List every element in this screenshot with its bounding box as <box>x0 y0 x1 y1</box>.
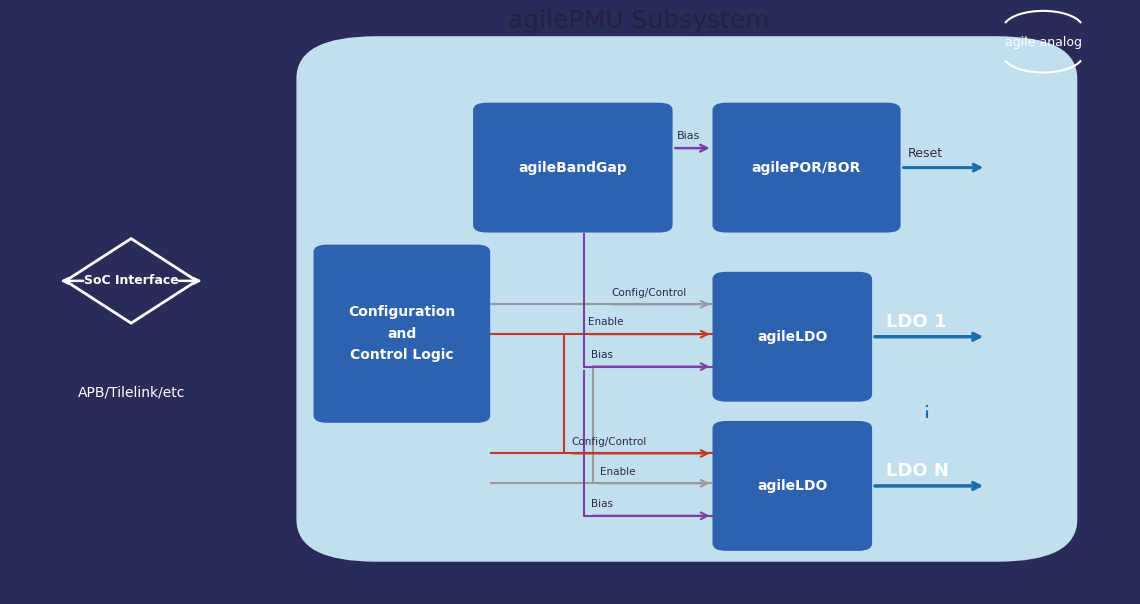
Text: Bias: Bias <box>677 131 701 141</box>
Text: agileLDO: agileLDO <box>757 479 828 493</box>
FancyBboxPatch shape <box>712 103 901 233</box>
FancyBboxPatch shape <box>314 245 490 423</box>
Text: Bias: Bias <box>591 499 613 509</box>
Text: Config/Control: Config/Control <box>611 288 686 298</box>
FancyBboxPatch shape <box>712 272 872 402</box>
Text: agilePMU Subsystem: agilePMU Subsystem <box>507 9 770 33</box>
FancyBboxPatch shape <box>296 36 1077 562</box>
Text: Reset: Reset <box>907 147 943 160</box>
Text: Enable: Enable <box>600 467 635 477</box>
Text: agileBandGap: agileBandGap <box>519 161 627 175</box>
Text: Enable: Enable <box>588 318 624 327</box>
Text: LDO N: LDO N <box>886 462 948 480</box>
Text: Bias: Bias <box>591 350 613 360</box>
Text: agile analog: agile analog <box>1004 36 1082 49</box>
Text: agileLDO: agileLDO <box>757 330 828 344</box>
FancyBboxPatch shape <box>712 421 872 551</box>
Text: agilePOR/BOR: agilePOR/BOR <box>752 161 861 175</box>
Text: LDO 1: LDO 1 <box>886 313 946 331</box>
Text: SoC Interface: SoC Interface <box>83 274 179 288</box>
Text: Configuration
and
Control Logic: Configuration and Control Logic <box>348 305 456 362</box>
Text: Config/Control: Config/Control <box>571 437 646 447</box>
FancyBboxPatch shape <box>473 103 673 233</box>
Text: APB/Tilelink/etc: APB/Tilelink/etc <box>78 385 185 400</box>
